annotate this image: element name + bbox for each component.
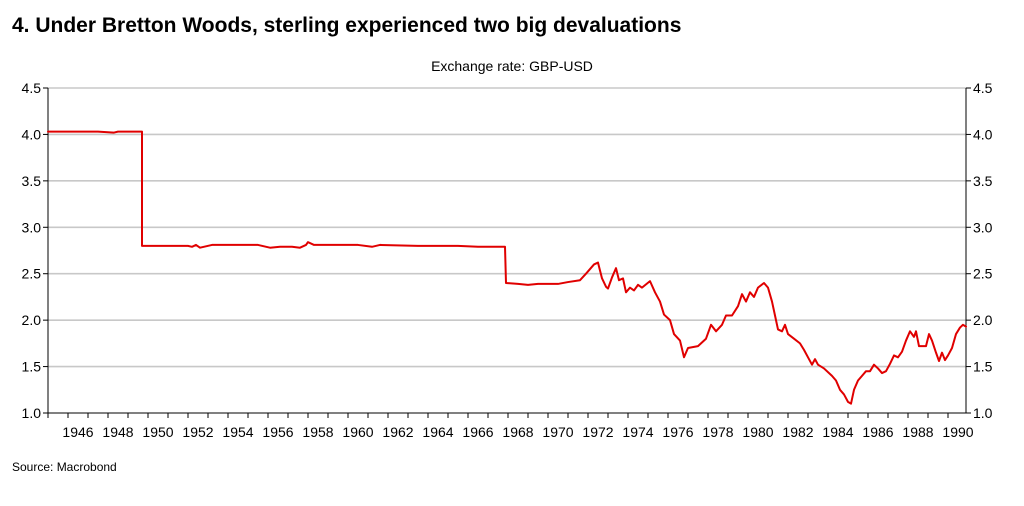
- gridlines: [48, 87, 966, 368]
- y-tick-label-left: 2.0: [22, 312, 42, 328]
- x-tick-label: 1948: [102, 424, 133, 440]
- x-tick-label: 1966: [462, 424, 493, 440]
- y-tick-label-left: 4.5: [22, 80, 42, 96]
- x-tick-label: 1972: [582, 424, 613, 440]
- y-tick-label-left: 3.5: [22, 173, 42, 189]
- series-layer: [47, 130, 967, 405]
- x-tick-label: 1946: [62, 424, 93, 440]
- y-tick-label-left: 4.0: [22, 126, 42, 142]
- x-tick-label: 1964: [422, 424, 453, 440]
- x-tick-label: 1984: [822, 424, 853, 440]
- x-tick-label: 1988: [902, 424, 933, 440]
- x-tick-label: 1986: [862, 424, 893, 440]
- x-tick-label: 1976: [662, 424, 693, 440]
- y-tick-label-right: 3.5: [973, 173, 993, 189]
- x-tick-label: 1970: [542, 424, 573, 440]
- x-tick-label: 1952: [182, 424, 213, 440]
- tick-labels: 1.0 1.0 1.5 1.5 2.0 2.0 2.5 2.5 3.0 3.0 3.5 3.5 4.0 4…: [22, 80, 993, 440]
- x-tick-label: 1990: [942, 424, 973, 440]
- x-tick-label: 1974: [622, 424, 653, 440]
- y-tick-label-right: 4.5: [973, 80, 993, 96]
- x-tick-label: 1962: [382, 424, 413, 440]
- x-tick-label: 1954: [222, 424, 253, 440]
- x-tick-label: 1968: [502, 424, 533, 440]
- axes: [43, 87, 971, 418]
- x-tick-label: 1982: [782, 424, 813, 440]
- y-tick-label-right: 4.0: [973, 126, 993, 142]
- y-tick-label-left: 2.5: [22, 266, 42, 282]
- y-tick-label-left: 1.0: [22, 405, 42, 421]
- x-tick-label: 1978: [702, 424, 733, 440]
- chart-title: 4. Under Bretton Woods, sterling experie…: [12, 14, 682, 37]
- y-tick-label-right: 1.0: [973, 405, 993, 421]
- y-tick-label-left: 3.0: [22, 219, 42, 235]
- x-tick-label: 1950: [142, 424, 173, 440]
- y-tick-label-right: 3.0: [973, 219, 993, 235]
- y-tick-label-left: 1.5: [22, 359, 42, 375]
- x-tick-label: 1960: [342, 424, 373, 440]
- y-tick-label-right: 2.0: [973, 312, 993, 328]
- chart-source: Source: Macrobond: [12, 460, 117, 474]
- x-tick-label: 1956: [262, 424, 293, 440]
- y-tick-label-right: 1.5: [973, 359, 993, 375]
- x-tick-label: 1958: [302, 424, 333, 440]
- x-tick-label: 1980: [742, 424, 773, 440]
- y-tick-label-right: 2.5: [973, 266, 993, 282]
- series-line: [47, 130, 967, 405]
- chart-subtitle: Exchange rate: GBP-USD: [431, 58, 593, 74]
